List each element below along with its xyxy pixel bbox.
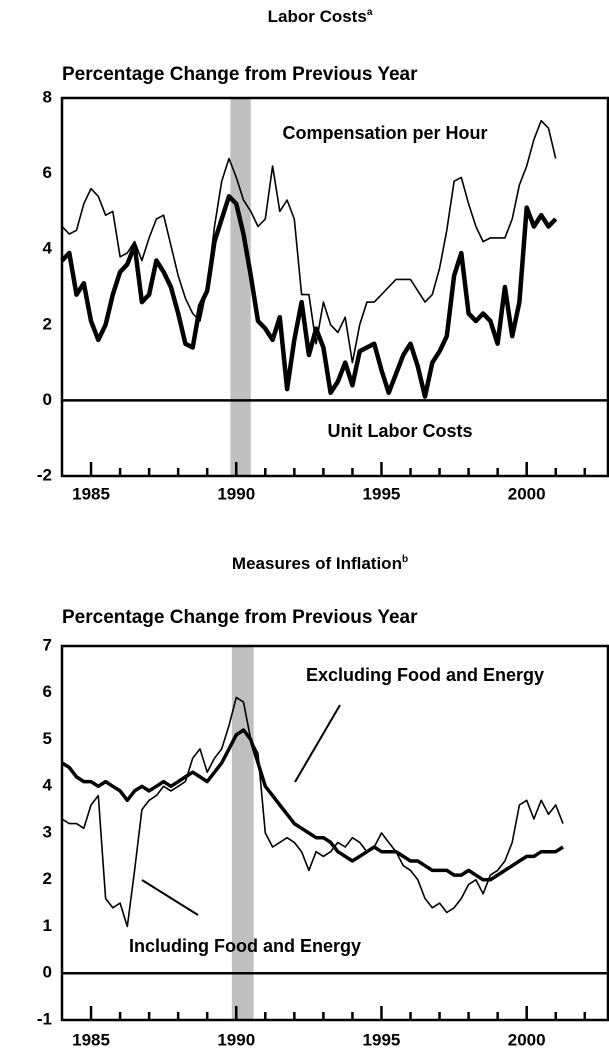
chart-subtitle: Percentage Change from Previous Year (62, 607, 418, 628)
x-tick-label: 1995 (363, 484, 401, 503)
y-tick-label: 8 (43, 87, 52, 106)
y-tick-label: -1 (37, 1009, 52, 1028)
plot-frame (60, 96, 609, 478)
y-tick-label: 6 (43, 682, 52, 701)
series-line (61, 696, 564, 928)
y-tick-label: 6 (43, 163, 52, 182)
series-label: Excluding Food and Energy (306, 665, 544, 685)
x-tick-label: 1990 (217, 1030, 255, 1049)
title-note: a (367, 7, 373, 18)
series-line (61, 728, 564, 882)
y-tick-label: 1 (43, 916, 52, 935)
y-tick-label: 2 (43, 869, 52, 888)
plot-frame (60, 644, 609, 1022)
y-tick-label: 0 (43, 963, 52, 982)
y-tick-label: 7 (43, 635, 52, 654)
y-tick-label: 0 (43, 390, 52, 409)
chart-subtitle: Percentage Change from Previous Year (62, 64, 418, 85)
chart-title: Measures of Inflationb (232, 554, 408, 574)
pointer-line (294, 704, 341, 783)
x-tick-label: 1990 (217, 484, 255, 503)
x-tick-label: 2000 (508, 484, 546, 503)
y-tick-label: 4 (43, 239, 53, 258)
x-tick-label: 2000 (508, 1030, 546, 1049)
y-tick-label: -2 (37, 465, 52, 484)
series-label: Including Food and Energy (129, 936, 361, 956)
recession-shade (230, 98, 251, 476)
y-tick-label: 2 (43, 314, 52, 333)
series-label: Compensation per Hour (282, 123, 487, 143)
y-tick-label: 4 (43, 776, 53, 795)
y-tick-label: 3 (43, 822, 52, 841)
y-tick-label: 5 (43, 729, 52, 748)
series-line (60, 194, 558, 399)
title-note: b (402, 554, 408, 565)
chart-title: Labor Costsa (268, 7, 373, 27)
series-label: Unit Labor Costs (327, 421, 472, 441)
series-line (61, 119, 557, 364)
pointer-line (141, 879, 199, 916)
title-text: Labor Costs (268, 7, 367, 26)
x-tick-label: 1985 (72, 1030, 110, 1049)
recession-shade (231, 646, 254, 1020)
x-tick-label: 1995 (363, 1030, 401, 1049)
x-tick-label: 1985 (72, 484, 110, 503)
title-text: Measures of Inflation (232, 554, 402, 573)
